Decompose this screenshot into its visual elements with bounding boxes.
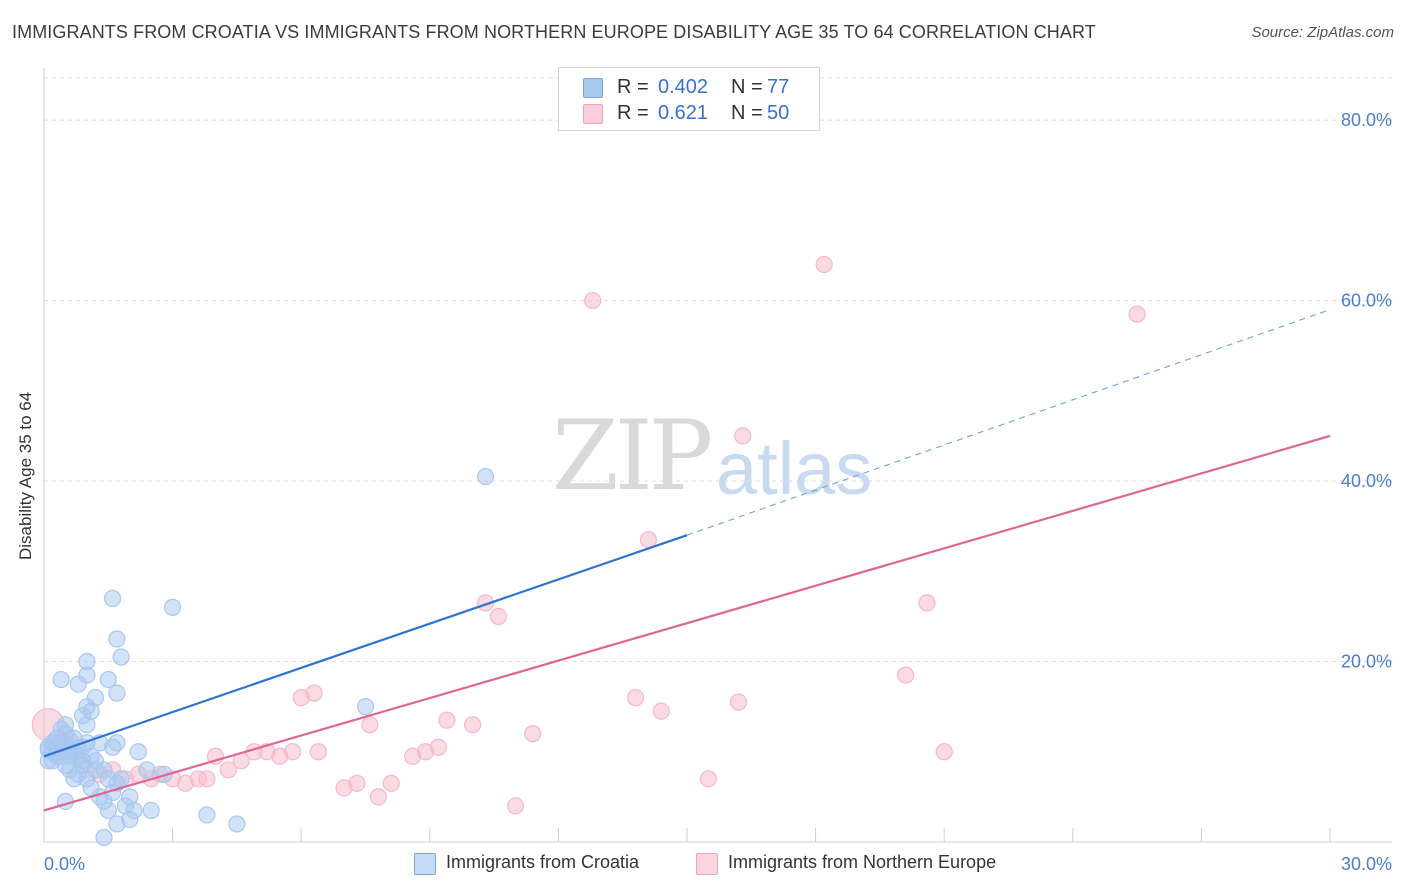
croatia-point [95, 828, 113, 847]
croatia-point [108, 684, 126, 702]
n-value: 77 [767, 76, 790, 98]
northern-europe-point [219, 761, 237, 779]
northern-europe-trend-line [43, 434, 1331, 812]
croatia-point [228, 815, 246, 833]
northern-europe-point [361, 716, 379, 734]
northern-europe-point [652, 702, 670, 720]
croatia-trend-line [43, 534, 688, 758]
northern-europe-point [935, 743, 953, 761]
x-tick-label: 0.0% [44, 854, 85, 874]
croatia-point [121, 810, 139, 829]
northern-europe-point [309, 743, 327, 761]
croatia-point [476, 467, 495, 486]
croatia-point [138, 761, 156, 779]
northern-europe-point [438, 711, 456, 729]
northern-europe-point [348, 774, 366, 792]
croatia-point [56, 716, 75, 734]
northern-europe-point [639, 531, 658, 549]
northern-europe-point [729, 693, 748, 711]
croatia-point [103, 589, 122, 607]
n-label: N = [731, 76, 763, 98]
northern-europe-point [284, 743, 302, 761]
northern-europe-point [464, 716, 482, 734]
northern-europe-point [489, 607, 507, 626]
n-label: N = [731, 102, 763, 124]
northern-europe-point [369, 788, 387, 806]
croatia-point [356, 698, 375, 716]
northern-europe-point [1128, 305, 1146, 323]
croatia-point [73, 707, 92, 725]
watermark-zip: ZIP [552, 400, 713, 512]
northern-europe-point [626, 689, 645, 707]
x-tick-label: 30.0% [1341, 854, 1392, 874]
croatia-point [142, 801, 160, 820]
northern-europe-point [584, 291, 602, 310]
croatia-point [164, 598, 182, 616]
croatia-trend-extension [686, 309, 1331, 536]
legend-swatch-northern-europe [583, 104, 603, 124]
northern-europe-point [897, 666, 915, 684]
croatia-point [78, 652, 96, 671]
northern-europe-point [918, 594, 936, 612]
r-label: R = [617, 102, 649, 124]
croatia-point [95, 792, 113, 810]
croatia-point [56, 792, 75, 810]
croatia-point [112, 770, 130, 788]
northern-europe-point [429, 738, 447, 756]
croatia-point [112, 648, 130, 666]
croatia-point [99, 670, 117, 689]
legend-swatch-northern-europe [696, 853, 718, 875]
northern-europe-point [734, 427, 752, 445]
northern-europe-point [382, 774, 400, 792]
legend-swatch-croatia [583, 78, 603, 98]
legend-swatch-croatia [414, 853, 436, 875]
y-tick-label: 80.0% [1341, 110, 1392, 130]
y-tick-label: 40.0% [1341, 471, 1392, 491]
croatia-point [198, 806, 216, 824]
croatia-point [129, 743, 147, 761]
r-value: 0.402 [657, 76, 709, 98]
r-label: R = [617, 76, 649, 98]
y-tick-label: 60.0% [1341, 291, 1392, 311]
croatia-point [52, 670, 70, 689]
northern-europe-point [524, 725, 542, 743]
y-axis-label: Disability Age 35 to 64 [16, 391, 35, 560]
r-value: 0.621 [657, 102, 709, 124]
n-value: 50 [767, 102, 790, 124]
croatia-point [86, 752, 105, 770]
croatia-point [108, 630, 126, 648]
y-tick-label: 20.0% [1341, 652, 1392, 672]
northern-europe-point [699, 770, 718, 788]
correlation-legend: R = 0.402 N = 77 R = 0.621 N = 50 [558, 67, 820, 131]
croatia-point [86, 689, 105, 707]
croatia-point [65, 770, 83, 788]
legend-label-northern-europe: Immigrants from Northern Europe [728, 852, 997, 872]
legend-label-croatia: Immigrants from Croatia [446, 852, 640, 872]
northern-europe-point [506, 797, 525, 815]
northern-europe-point [305, 684, 323, 702]
chart-title: IMMIGRANTS FROM CROATIA VS IMMIGRANTS FR… [12, 22, 1096, 42]
chart-source: Source: ZipAtlas.com [1251, 24, 1394, 41]
croatia-point [108, 734, 126, 752]
northern-europe-point [198, 770, 216, 788]
northern-europe-point [815, 255, 833, 274]
